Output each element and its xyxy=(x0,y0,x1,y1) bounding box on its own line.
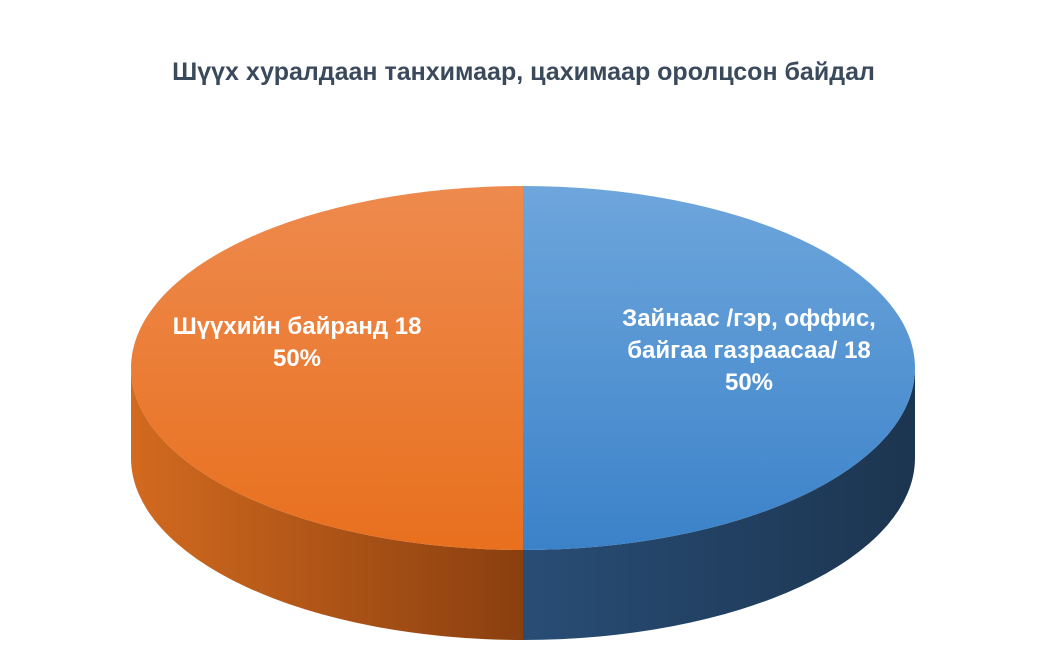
pie-slice-side-0 xyxy=(523,368,915,640)
slice-0-label-line-0: Зайнаас /гэр, оффис, xyxy=(622,305,876,332)
chart-title: Шүүх хуралдаан танхимаар, цахимаар оролц… xyxy=(172,58,875,86)
pie-slice-1 xyxy=(131,186,523,550)
slice-0-label-line-1: байгаа газраасаа/ 18 xyxy=(627,337,871,364)
pie-slice-side-1 xyxy=(131,368,523,640)
pie-slice-0 xyxy=(523,186,915,550)
slice-1-label-line-0: Шүүхийн байранд 18 xyxy=(173,313,422,340)
slice-1-percent-label: 50% xyxy=(273,345,321,372)
slice-0-percent-label: 50% xyxy=(725,369,773,396)
